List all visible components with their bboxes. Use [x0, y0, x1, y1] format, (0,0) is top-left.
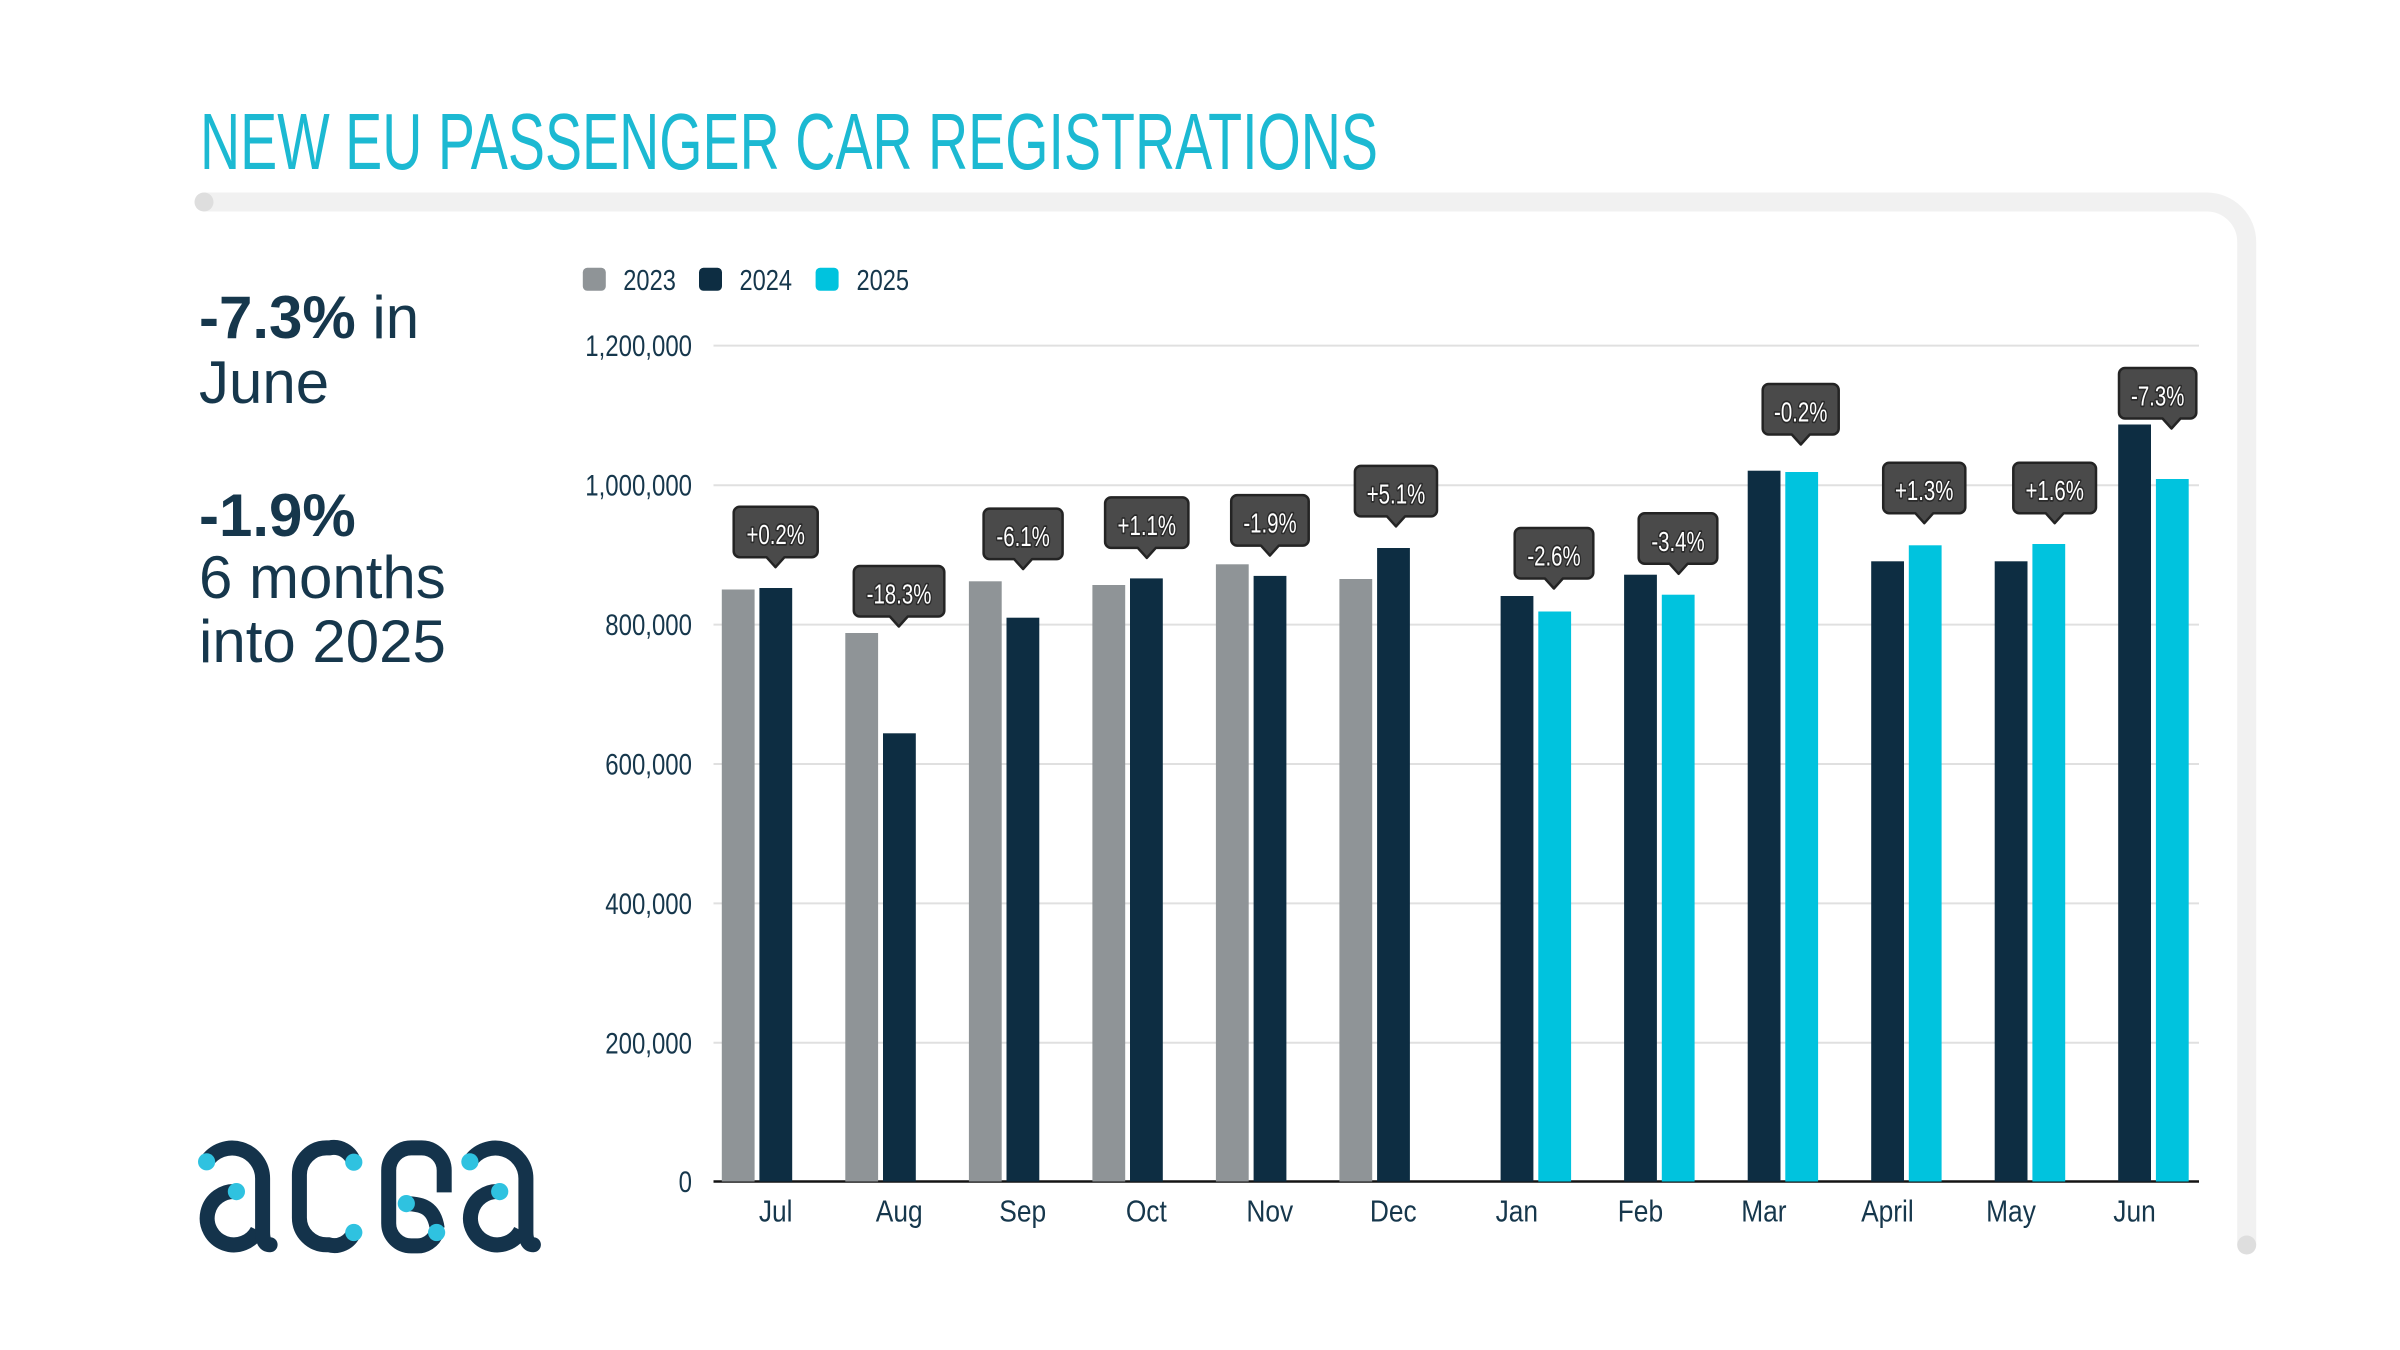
- svg-text:into 2025: into 2025: [199, 608, 446, 675]
- svg-text:April: April: [1861, 1195, 1914, 1229]
- svg-text:-1.9%: -1.9%: [1243, 509, 1296, 540]
- svg-text:NEW EU PASSENGER CAR REGISTRAT: NEW EU PASSENGER CAR REGISTRATIONS: [200, 97, 1378, 186]
- svg-text:800,000: 800,000: [605, 607, 692, 641]
- svg-text:2023: 2023: [623, 264, 676, 297]
- svg-text:-6.1%: -6.1%: [996, 522, 1049, 553]
- svg-text:-18.3%: -18.3%: [867, 580, 932, 611]
- svg-text:+1.1%: +1.1%: [1118, 511, 1176, 542]
- svg-text:Dec: Dec: [1370, 1195, 1417, 1229]
- svg-text:Jun: Jun: [2113, 1195, 2155, 1229]
- svg-text:Jan: Jan: [1496, 1195, 1538, 1229]
- svg-text:+0.2%: +0.2%: [746, 520, 804, 551]
- svg-text:-0.2%: -0.2%: [1774, 398, 1827, 429]
- svg-text:6 months: 6 months: [199, 544, 446, 611]
- svg-text:-7.3%: -7.3%: [2131, 382, 2184, 413]
- svg-text:May: May: [1986, 1195, 2036, 1229]
- svg-text:Sep: Sep: [999, 1195, 1046, 1229]
- svg-text:Mar: Mar: [1741, 1195, 1787, 1229]
- svg-text:1,200,000: 1,200,000: [585, 328, 692, 362]
- svg-text:-1.9%: -1.9%: [199, 482, 356, 549]
- svg-text:200,000: 200,000: [605, 1026, 692, 1060]
- svg-text:400,000: 400,000: [605, 886, 692, 920]
- svg-text:1,000,000: 1,000,000: [585, 468, 692, 502]
- svg-text:0: 0: [679, 1164, 692, 1198]
- svg-text:600,000: 600,000: [605, 747, 692, 781]
- svg-text:-2.6%: -2.6%: [1527, 542, 1580, 573]
- svg-text:-3.4%: -3.4%: [1651, 527, 1704, 558]
- svg-text:+1.6%: +1.6%: [2025, 476, 2083, 507]
- svg-text:-7.3% in: -7.3% in: [199, 284, 419, 351]
- svg-text:2025: 2025: [857, 264, 910, 297]
- svg-text:+5.1%: +5.1%: [1367, 479, 1425, 510]
- svg-text:Feb: Feb: [1618, 1195, 1663, 1229]
- svg-text:+1.3%: +1.3%: [1895, 476, 1953, 507]
- svg-text:Oct: Oct: [1126, 1195, 1167, 1229]
- svg-text:Jul: Jul: [759, 1195, 793, 1229]
- svg-text:Aug: Aug: [876, 1195, 923, 1229]
- svg-text:2024: 2024: [740, 264, 793, 297]
- svg-text:June: June: [199, 349, 329, 416]
- svg-text:Nov: Nov: [1246, 1195, 1293, 1229]
